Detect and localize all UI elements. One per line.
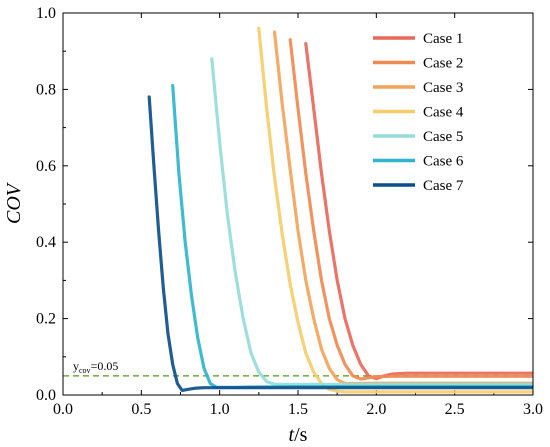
series-line-case-5 (210, 57, 533, 386)
threshold-label-sub: cov (79, 366, 91, 375)
x-tick-label: 3.0 (523, 401, 543, 418)
legend-label-case-4: Case 4 (423, 105, 464, 121)
x-axis-label: t/s (289, 424, 308, 446)
x-tick-label: 0.0 (53, 401, 73, 418)
series-line-case-1 (304, 42, 533, 381)
x-axis-label-unit: /s (294, 424, 308, 446)
x-tick-label: 2.5 (445, 401, 465, 418)
legend-label-case-2: Case 2 (423, 56, 463, 72)
y-tick-label: 1.0 (36, 5, 56, 22)
x-tick-label: 0.5 (131, 401, 151, 418)
legend-label-case-3: Case 3 (423, 80, 463, 96)
threshold-label: ycov=0.05 (73, 359, 118, 375)
threshold-label-rest: =0.05 (91, 359, 119, 373)
y-tick-label: 0.8 (36, 81, 56, 98)
legend: Case 1 Case 2 Case 3 Case 4 Case 5 Case 6 Case… (373, 31, 464, 194)
y-tick-label: 0.6 (36, 158, 56, 175)
legend-label-case-7: Case 7 (423, 178, 464, 194)
x-tick-label: 1.5 (288, 401, 308, 418)
legend-label-case-5: Case 5 (423, 129, 463, 145)
x-tick-label: 2.0 (366, 401, 386, 418)
legend-label-case-6: Case 6 (423, 154, 464, 170)
series-lines (147, 26, 533, 394)
y-axis-label: COV (3, 181, 25, 224)
threshold-label-main: y (73, 359, 79, 373)
x-axis-label-var: t (289, 424, 295, 446)
x-tick-label: 1.0 (210, 401, 230, 418)
series-line-case-7 (147, 95, 533, 392)
series-line-case-4 (257, 26, 533, 394)
series-line-case-2 (288, 38, 533, 381)
legend-label-case-1: Case 1 (423, 31, 463, 47)
x-tick-labels: 0.0 0.5 1.0 1.5 2.0 2.5 3.0 (53, 401, 543, 418)
y-tick-label: 0.2 (36, 311, 56, 328)
y-tick-labels: 0.0 0.2 0.4 0.6 0.8 1.0 (36, 5, 56, 404)
plot-frame (62, 12, 534, 396)
y-tick-label: 0.0 (36, 387, 56, 404)
series-line-case-3 (272, 30, 533, 386)
y-tick-label: 0.4 (36, 234, 56, 251)
